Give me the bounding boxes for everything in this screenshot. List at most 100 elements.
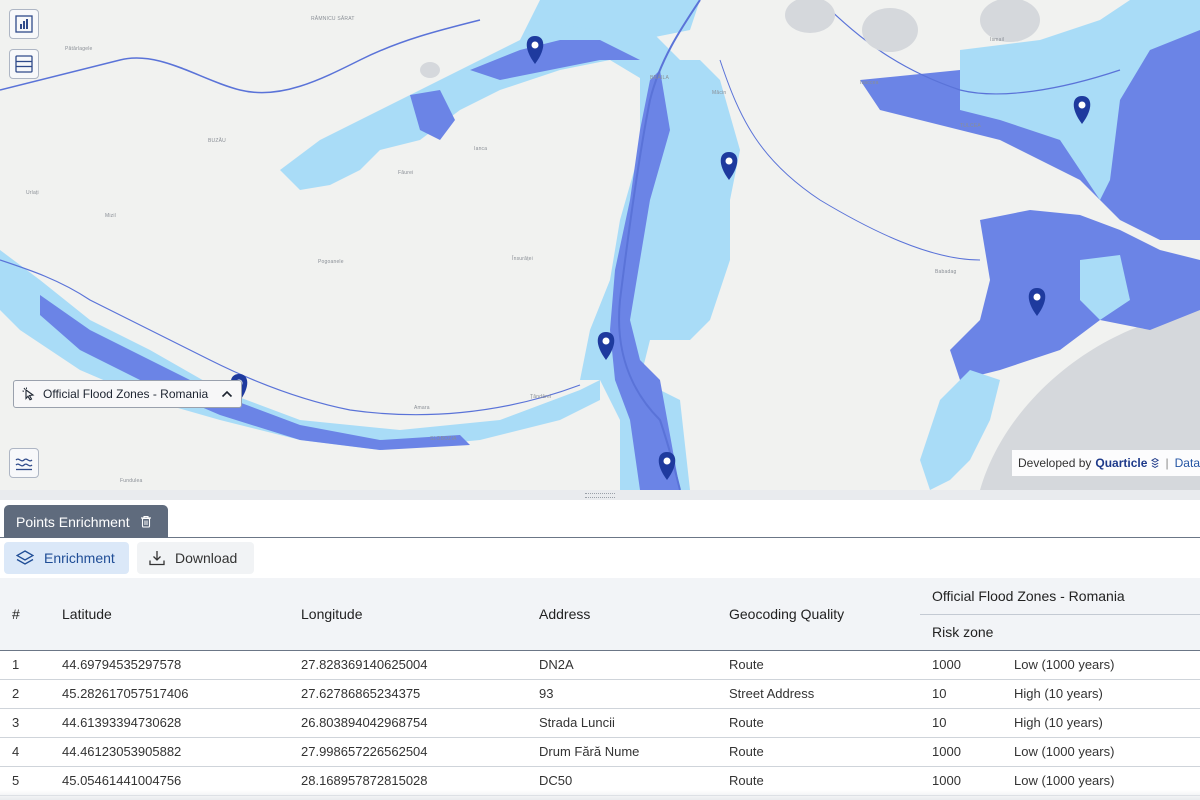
enrichment-button[interactable]: Enrichment [4,542,129,574]
table-row[interactable]: 2 45.282617057517406 27.62786865234375 9… [0,679,1200,709]
column-header-index[interactable]: # [0,578,50,651]
download-button-label: Download [175,550,238,566]
trash-icon[interactable] [140,515,152,528]
download-button[interactable]: Download [137,542,254,574]
table-row[interactable]: 4 44.46123053905882 27.998657226562504 D… [0,737,1200,767]
table-row[interactable]: 1 44.69794535297578 27.828369140625004 D… [0,650,1200,680]
place-label: SLOBOZIA [430,436,457,442]
flood-zone-buzau [410,90,455,140]
flood-zone-north-dark [470,40,640,80]
cell-latitude: 44.46123053905882 [50,737,289,767]
cell-index: 1 [0,650,50,680]
attribution-separator: | [1165,456,1169,470]
place-label: Urlați [26,190,39,196]
cell-longitude: 27.62786865234375 [289,679,527,709]
river-north [819,0,1121,95]
cell-address: Drum Fără Nume [527,737,717,767]
flood-zone-top [540,0,700,40]
cell-risk-zone: 1000 [920,737,1002,767]
flood-map[interactable]: RÂMNICU SĂRAT BRĂILA BUZĂU TULCEA Babada… [0,0,1200,490]
marker-5[interactable] [1028,288,1046,316]
table-row[interactable]: 3 44.61393394730628 26.803894042968754 S… [0,708,1200,738]
table-icon [15,55,33,73]
lake-4 [420,62,440,78]
cell-index: 4 [0,737,50,767]
cursor-click-icon [22,387,35,401]
place-label: Făurei [398,170,414,176]
enrichment-toolbar: Enrichment Download [0,538,1200,578]
data-attribution-link[interactable]: Data [1174,456,1200,470]
cell-risk-zone: 10 [920,679,1002,709]
cell-latitude: 45.282617057517406 [50,679,289,709]
lake-2 [862,8,918,52]
cell-address: 93 [527,679,717,709]
panel-resize-handle[interactable] [0,490,1200,500]
attribution-text: Developed by [1018,456,1092,470]
tab-bar: Points Enrichment [0,500,1200,538]
waves-icon [15,458,33,471]
cell-address: DN2A [527,650,717,680]
place-label: TULCEA [960,123,981,129]
place-label: RÂMNICU SĂRAT [311,16,355,22]
river-ialomita [0,259,581,416]
marker-1[interactable] [526,36,544,64]
place-label: Măcin [712,90,727,96]
layers-icon [16,550,34,565]
cell-risk-label: High (10 years) [1002,708,1200,738]
bar-chart-icon [15,15,33,33]
column-header-longitude[interactable]: Longitude [289,578,527,651]
place-label: Babadag [935,269,957,275]
place-label: BRĂILA [650,75,669,81]
layers-toggle-button[interactable] [9,448,39,478]
tab-points-enrichment[interactable]: Points Enrichment [4,505,168,538]
map-canvas[interactable] [0,0,1200,490]
cell-geocoding-quality: Route [717,737,920,767]
place-label: BUZĂU [208,138,226,144]
marker-4[interactable] [1073,96,1091,124]
column-header-latitude[interactable]: Latitude [50,578,289,651]
cell-index: 3 [0,708,50,738]
flood-zone-razim-light [1080,255,1130,320]
cell-risk-zone: 1000 [920,650,1002,680]
flood-zone-danube-dark [610,70,680,490]
chevron-up-icon[interactable] [221,390,233,398]
marker-6[interactable] [658,452,676,480]
map-attribution: Developed by Quarticle | Data [1012,450,1200,476]
layer-selector[interactable]: Official Flood Zones - Romania [13,380,242,408]
column-header-address[interactable]: Address [527,578,717,651]
cell-geocoding-quality: Street Address [717,679,920,709]
river-prut [0,19,481,94]
cell-latitude: 44.61393394730628 [50,708,289,738]
marker-3[interactable] [597,332,615,360]
cell-geocoding-quality: Route [717,650,920,680]
place-label: Fundulea [120,478,143,484]
cell-longitude: 27.998657226562504 [289,737,527,767]
cell-longitude: 27.828369140625004 [289,650,527,680]
place-label: Mizil [105,213,116,219]
cell-latitude: 44.69794535297578 [50,650,289,680]
download-icon [149,551,165,566]
place-label: Pătârlagele [65,46,93,52]
place-label: Ismail [990,37,1005,43]
resize-grip [585,492,615,498]
place-label: Isaccea [860,80,879,86]
black-sea [980,305,1200,490]
column-header-risk-zone[interactable]: Risk zone [920,614,1200,651]
cell-geocoding-quality: Route [717,708,920,738]
cell-index: 2 [0,679,50,709]
enrichment-button-label: Enrichment [44,550,115,566]
place-label: Însurăței [512,256,533,262]
table-view-button[interactable] [9,49,39,79]
lake-3 [980,0,1040,42]
chart-view-button[interactable] [9,9,39,39]
marker-2[interactable] [720,152,738,180]
scroll-shadow [0,790,1200,800]
column-header-geocoding-quality[interactable]: Geocoding Quality [717,578,920,651]
column-group-flood-zones: Official Flood Zones - Romania [920,578,1200,615]
tab-label: Points Enrichment [16,513,130,530]
place-label: Pogoanele [318,259,344,265]
place-label: Amara [414,405,430,411]
river-danube [618,0,701,490]
cell-risk-label: Low (1000 years) [1002,650,1200,680]
quarticle-logo[interactable]: Quarticle [1095,456,1148,470]
